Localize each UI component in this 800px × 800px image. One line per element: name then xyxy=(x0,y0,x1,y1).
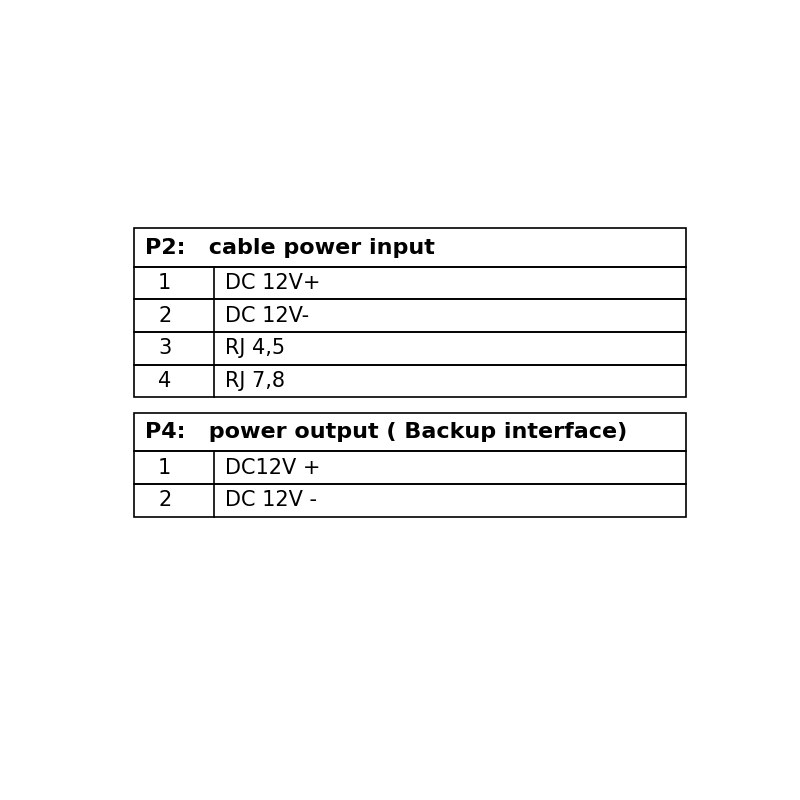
Text: 3: 3 xyxy=(158,338,171,358)
Text: DC 12V+: DC 12V+ xyxy=(226,273,321,293)
Text: RJ 7,8: RJ 7,8 xyxy=(226,371,286,391)
Bar xyxy=(134,451,686,484)
Text: DC 12V-: DC 12V- xyxy=(226,306,310,326)
Bar xyxy=(134,266,686,299)
Bar xyxy=(134,332,686,365)
Bar xyxy=(134,365,686,398)
Bar xyxy=(134,299,686,332)
Bar xyxy=(134,484,686,517)
Text: 2: 2 xyxy=(158,306,171,326)
Bar xyxy=(134,229,686,266)
Text: 4: 4 xyxy=(158,371,171,391)
Text: P2:   cable power input: P2: cable power input xyxy=(146,238,435,258)
Text: 1: 1 xyxy=(158,458,171,478)
Text: 2: 2 xyxy=(158,490,171,510)
Bar xyxy=(134,414,686,451)
Text: P4:   power output ( Backup interface): P4: power output ( Backup interface) xyxy=(146,422,627,442)
Text: DC12V +: DC12V + xyxy=(226,458,321,478)
Text: 1: 1 xyxy=(158,273,171,293)
Text: DC 12V -: DC 12V - xyxy=(226,490,318,510)
Text: RJ 4,5: RJ 4,5 xyxy=(226,338,286,358)
